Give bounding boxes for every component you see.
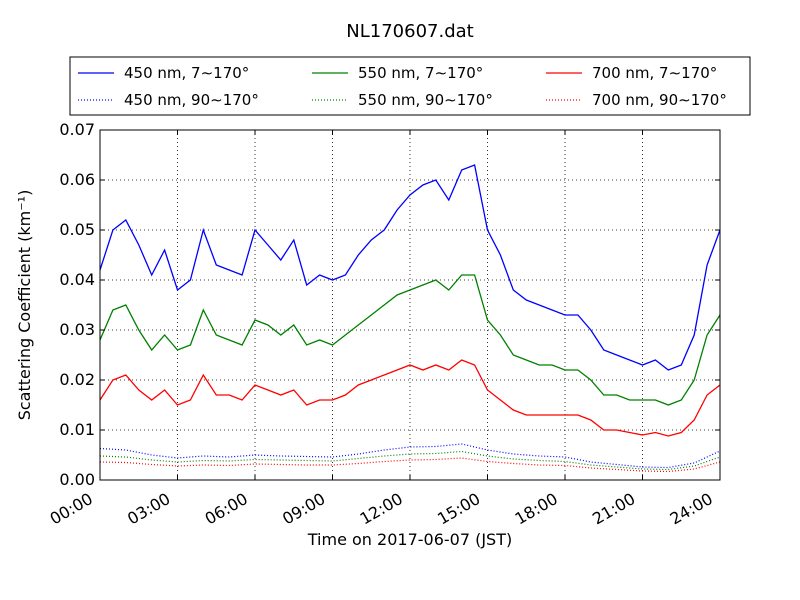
y-tick-label: 0.01 [59, 420, 95, 439]
series-line-4 [99, 359, 721, 437]
series-line-2 [99, 274, 721, 406]
y-axis-label: Scattering Coefficient (km⁻¹) [15, 190, 34, 421]
y-tick-label: 0.06 [59, 170, 95, 189]
series-line-0 [99, 164, 721, 371]
series-line-1 [99, 443, 721, 469]
y-tick-label: 0.00 [59, 470, 95, 489]
x-tick-label: 03:00 [124, 489, 173, 529]
x-tick-label: 24:00 [667, 489, 716, 529]
legend-label-1: 450 nm, 90∼170° [124, 91, 259, 109]
x-axis-label: Time on 2017-06-07 (JST) [307, 530, 512, 549]
series-layer [99, 164, 721, 473]
legend-label-0: 450 nm, 7∼170° [124, 64, 249, 82]
legend-label-4: 700 nm, 7∼170° [592, 64, 717, 82]
x-tick-label: 18:00 [512, 489, 561, 529]
y-tick-label: 0.05 [59, 220, 95, 239]
y-tick-label: 0.04 [59, 270, 95, 289]
y-tick-label: 0.02 [59, 370, 95, 389]
y-axis: 0.00 0.01 0.02 0.03 0.04 0.05 0.06 0.07 [59, 120, 720, 489]
x-tick-label: 12:00 [357, 489, 406, 529]
x-axis: 00:00 03:00 06:00 09:00 12:00 15:00 18:00 21:00… [47, 130, 721, 529]
x-tick-label: 06:00 [202, 489, 251, 529]
legend: 450 nm, 7∼170° 450 nm, 90∼170° 550 nm, 7∼1… [69, 56, 751, 116]
legend-label-3: 550 nm, 90∼170° [358, 91, 493, 109]
x-tick-label: 21:00 [589, 489, 638, 529]
x-tick-label: 09:00 [279, 489, 328, 529]
grid [100, 130, 720, 480]
series-line-5 [99, 457, 721, 473]
x-tick-label: 00:00 [47, 489, 96, 529]
y-tick-label: 0.07 [59, 120, 95, 139]
x-tick-label: 15:00 [434, 489, 483, 529]
y-tick-label: 0.03 [59, 320, 95, 339]
chart-title: NL170607.dat [346, 21, 473, 42]
legend-label-2: 550 nm, 7∼170° [358, 64, 483, 82]
legend-frame [69, 56, 751, 116]
legend-label-5: 700 nm, 90∼170° [592, 91, 727, 109]
